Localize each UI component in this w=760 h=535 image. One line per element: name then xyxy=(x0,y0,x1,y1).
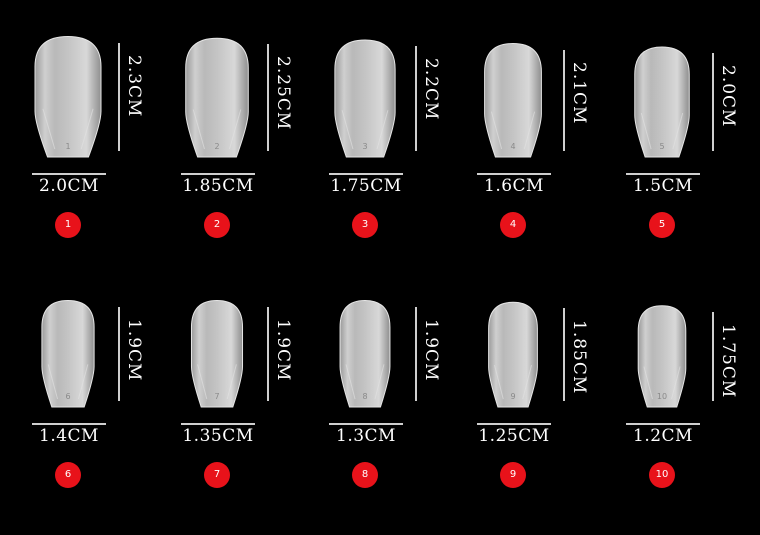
length-dimension-line xyxy=(712,311,714,401)
size-number-badge: 7 xyxy=(204,462,230,488)
length-dimension-line xyxy=(563,308,565,401)
size-number-badge: 3 xyxy=(352,212,378,238)
size-number-badge: 10 xyxy=(649,462,675,488)
size-number-badge: 8 xyxy=(352,462,378,488)
size-number-badge: 4 xyxy=(500,212,526,238)
svg-text:10: 10 xyxy=(657,392,667,401)
length-dimension-line xyxy=(118,306,120,401)
width-label: 1.5CM xyxy=(633,176,693,196)
width-label: 1.6CM xyxy=(484,176,544,196)
width-label: 1.75CM xyxy=(330,176,402,196)
size-number-badge: 1 xyxy=(55,212,81,238)
width-label: 1.35CM xyxy=(182,426,254,446)
svg-text:6: 6 xyxy=(65,392,70,401)
size-number-badge: 5 xyxy=(649,212,675,238)
length-dimension-line xyxy=(415,306,417,401)
svg-text:4: 4 xyxy=(510,142,515,151)
width-dimension-line xyxy=(329,173,403,175)
length-label: 1.75CM xyxy=(718,323,738,399)
svg-text:7: 7 xyxy=(214,392,219,401)
width-dimension-line xyxy=(626,173,700,175)
width-label: 1.2CM xyxy=(633,426,693,446)
width-dimension-line xyxy=(32,173,106,175)
svg-text:2: 2 xyxy=(214,142,219,151)
width-label: 2.0CM xyxy=(39,176,99,196)
svg-text:3: 3 xyxy=(362,142,367,151)
width-label: 1.25CM xyxy=(478,426,550,446)
length-dimension-line xyxy=(118,42,120,151)
width-dimension-line xyxy=(181,173,255,175)
width-label: 1.85CM xyxy=(182,176,254,196)
width-label: 1.4CM xyxy=(39,426,99,446)
length-dimension-line xyxy=(712,53,714,151)
svg-text:1: 1 xyxy=(65,142,70,151)
width-dimension-line xyxy=(32,423,106,425)
width-dimension-line xyxy=(329,423,403,425)
svg-text:8: 8 xyxy=(362,392,367,401)
width-dimension-line xyxy=(477,423,551,425)
svg-text:9: 9 xyxy=(510,392,515,401)
length-dimension-line xyxy=(267,306,269,401)
length-dimension-line xyxy=(563,49,565,151)
size-number-badge: 6 xyxy=(55,462,81,488)
width-label: 1.3CM xyxy=(336,426,396,446)
width-dimension-line xyxy=(181,423,255,425)
size-number-badge: 2 xyxy=(204,212,230,238)
length-dimension-line xyxy=(415,46,417,151)
width-dimension-line xyxy=(477,173,551,175)
width-dimension-line xyxy=(626,423,700,425)
length-dimension-line xyxy=(267,44,269,151)
size-number-badge: 9 xyxy=(500,462,526,488)
svg-text:5: 5 xyxy=(659,142,664,151)
